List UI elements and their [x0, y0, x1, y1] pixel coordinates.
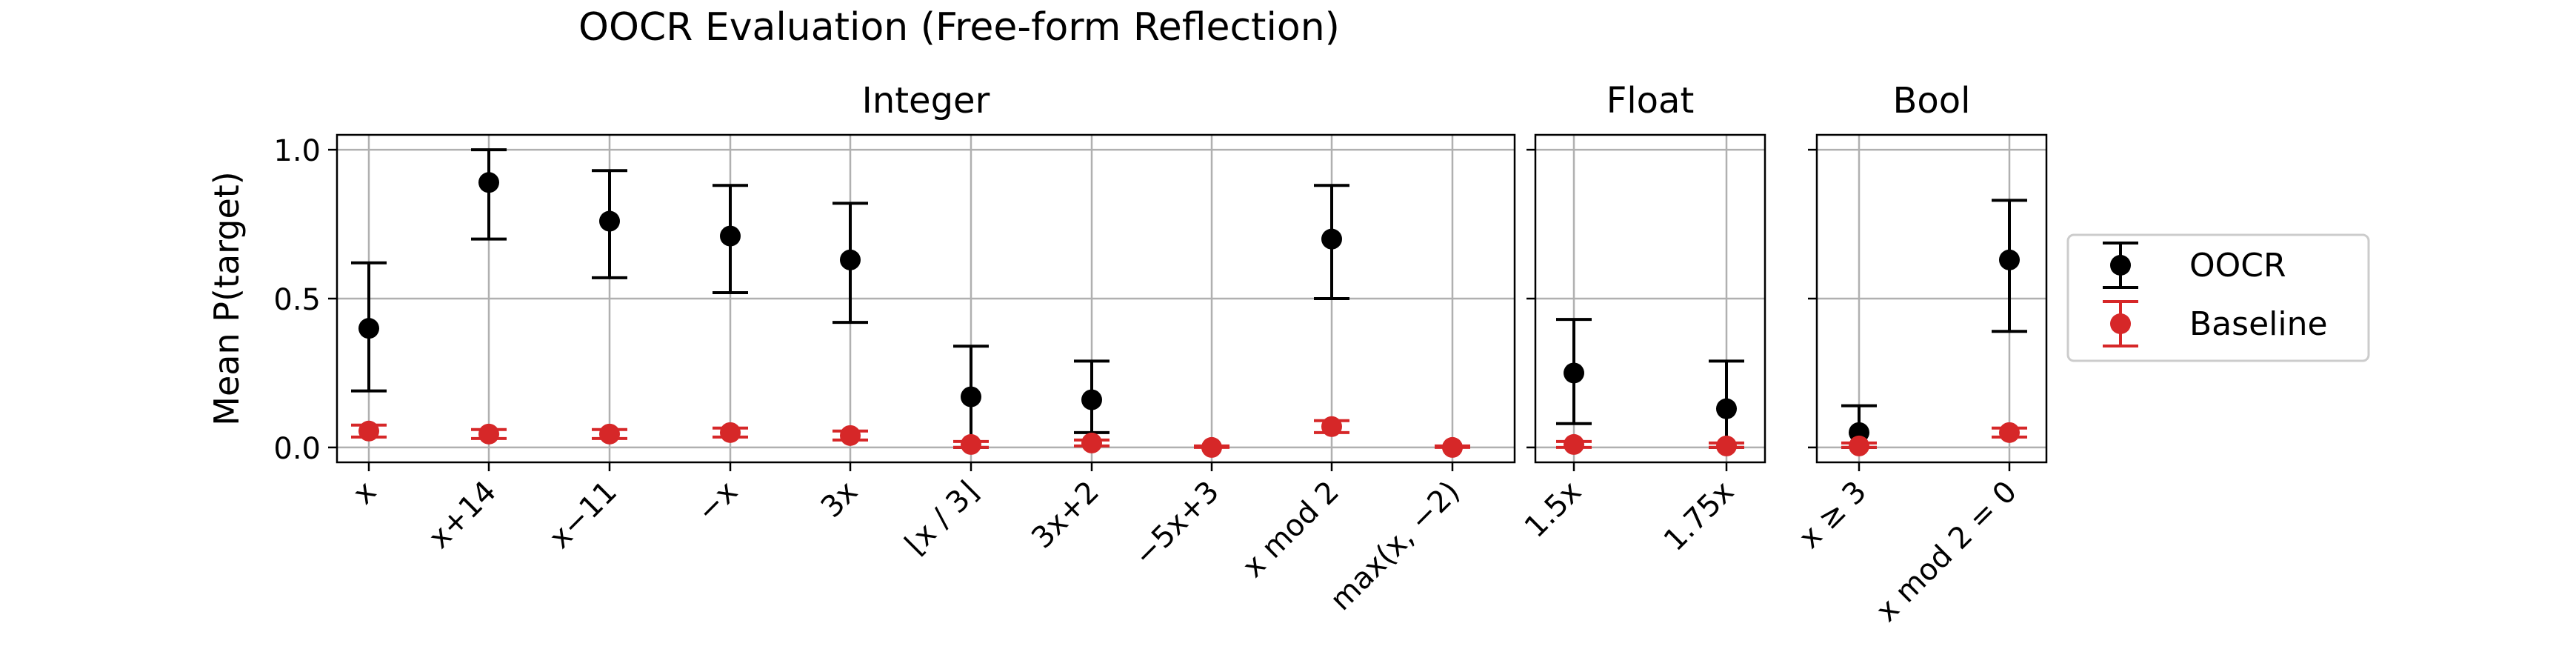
- x-tick-label: x+14: [422, 475, 503, 556]
- panel-integer: Integer 0.0 0.5 1.0 x x+14 x−11 −x 3x ⌊x / 3⌋ 3x+2…: [273, 80, 1516, 618]
- baseline-point: [840, 425, 861, 446]
- x-tick-label: ⌊x / 3⌋: [898, 475, 985, 562]
- oocr-point: [1999, 249, 2020, 270]
- x-tick-label: 1.75x: [1658, 475, 1741, 558]
- baseline-point: [358, 420, 379, 442]
- oocr-point: [1564, 362, 1584, 384]
- y-tick-label: 1.0: [273, 134, 321, 168]
- legend-entry-oocr: OOCR: [2103, 242, 2286, 289]
- panel-bool: Bool x ≥ 3x mod 2 = 0: [1792, 80, 2048, 629]
- oocr-point: [1716, 398, 1737, 419]
- panel-frame: [1815, 133, 2048, 464]
- legend-baseline-marker: [2110, 313, 2131, 334]
- baseline-point: [478, 423, 499, 445]
- chart-title: OOCR Evaluation (Free-form Reflection): [578, 5, 1340, 50]
- legend-baseline-label: Baseline: [2189, 305, 2328, 343]
- baseline-point: [1999, 422, 2020, 443]
- oocr-point: [720, 225, 741, 247]
- oocr-point: [599, 210, 620, 232]
- x-tick-label: 1.5x: [1518, 475, 1588, 545]
- oocr-point: [358, 318, 379, 339]
- panel-frame: [1534, 133, 1766, 464]
- baseline-point: [1716, 435, 1737, 456]
- legend-entry-baseline: Baseline: [2103, 300, 2328, 347]
- baseline-point: [1201, 436, 1222, 458]
- baseline-point: [720, 422, 741, 443]
- baseline-point: [599, 423, 620, 445]
- panel-title-integer: Integer: [862, 80, 990, 122]
- oocr-errorbar: [471, 148, 507, 241]
- baseline-point: [1321, 416, 1342, 437]
- baseline-point: [1849, 435, 1869, 456]
- x-tick-label: 3x: [815, 475, 864, 525]
- oocr-point: [961, 386, 981, 408]
- y-axis-label: Mean P(target): [207, 171, 247, 425]
- oocr-point: [840, 249, 861, 270]
- legend: OOCR Baseline: [2066, 233, 2370, 362]
- panel-frame: [336, 133, 1516, 464]
- x-tick-label: x mod 2 = 0: [1869, 475, 2023, 629]
- panel-float: Float 1.5x 1.75x: [1518, 80, 1766, 558]
- panels-layer: Integer 0.0 0.5 1.0 x x+14 x−11 −x 3x ⌊x / 3⌋ 3x+2…: [273, 80, 2048, 629]
- baseline-point: [1081, 432, 1102, 453]
- x-tick-label: 3x+2: [1025, 475, 1106, 556]
- x-tick-label: −x: [690, 475, 744, 529]
- oocr-point: [478, 172, 499, 193]
- oocr-point: [1321, 228, 1342, 250]
- x-tick-label: x ≥ 3: [1792, 475, 1873, 556]
- x-tick-label: x: [347, 475, 383, 511]
- x-tick-label: max(x, −2): [1324, 475, 1466, 618]
- y-tick-label: 0.0: [273, 432, 321, 466]
- panel-title-bool: Bool: [1893, 80, 1971, 122]
- x-tick-label: x−11: [543, 475, 624, 556]
- x-tick-label: −5x+3: [1127, 475, 1226, 573]
- legend-oocr-marker: [2110, 255, 2131, 276]
- baseline-point: [1442, 436, 1463, 458]
- panel-title-float: Float: [1606, 80, 1695, 122]
- y-tick-label: 0.5: [273, 283, 321, 317]
- baseline-point: [1564, 433, 1584, 455]
- legend-frame: [2066, 233, 2370, 362]
- baseline-point: [961, 433, 981, 455]
- x-tick-label: x mod 2: [1236, 475, 1346, 585]
- oocr-point: [1081, 389, 1102, 410]
- legend-oocr-label: OOCR: [2189, 247, 2286, 285]
